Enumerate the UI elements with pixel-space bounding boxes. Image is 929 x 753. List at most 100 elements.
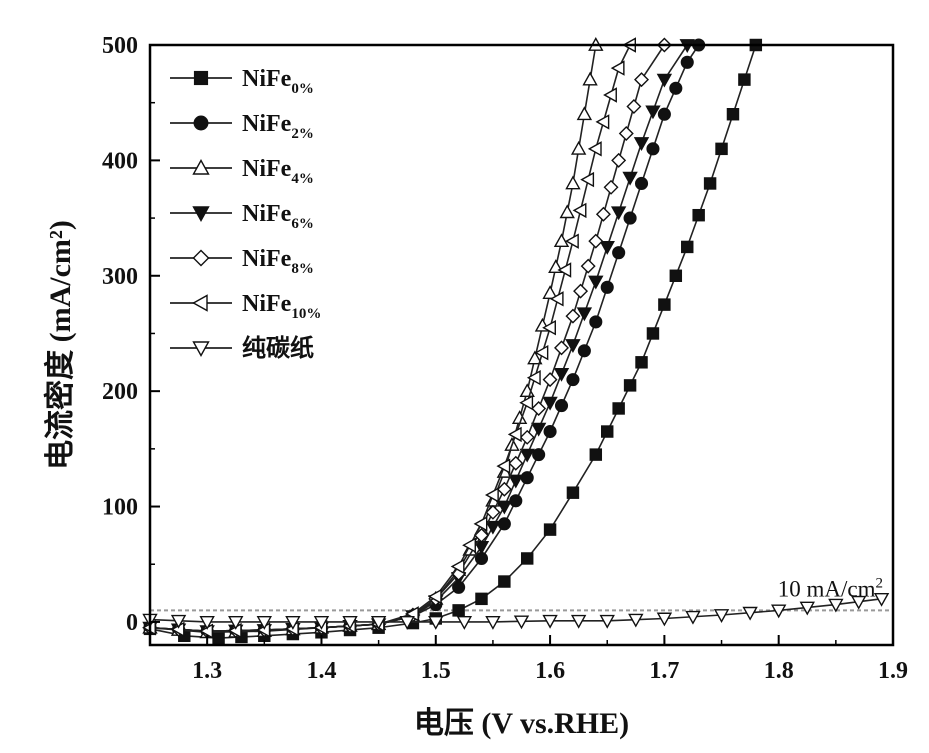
data-point [624, 212, 636, 224]
data-point [635, 138, 648, 150]
data-point [625, 380, 636, 391]
data-point [453, 605, 464, 616]
legend-label: 纯碳纸 [242, 334, 314, 362]
data-point [574, 285, 587, 298]
data-point [727, 109, 738, 120]
data-point [499, 576, 510, 587]
data-point [582, 260, 595, 273]
legend-label: NiFe10% [242, 291, 321, 322]
data-point [566, 310, 579, 323]
y-tick-label: 0 [126, 610, 138, 636]
data-point [682, 241, 693, 252]
data-point [533, 449, 545, 461]
data-point [532, 423, 545, 435]
data-point [612, 207, 625, 219]
series-2 [144, 39, 704, 637]
series-3 [144, 39, 603, 638]
legend-item: 纯碳纸 [170, 334, 314, 362]
legend-item: NiFe10% [170, 291, 321, 322]
data-point [545, 524, 556, 535]
series-line [150, 45, 596, 632]
data-point [556, 400, 568, 412]
data-point [605, 181, 618, 194]
data-point [572, 142, 585, 154]
x-tick-label: 1.8 [764, 658, 794, 684]
x-tick-label: 1.6 [535, 658, 565, 684]
data-point [716, 143, 727, 154]
data-point [509, 475, 522, 487]
y-axis-title: 电流密度 (mA/cm²) [43, 220, 77, 470]
data-point [544, 426, 556, 438]
data-point [620, 127, 633, 140]
legend-item: NiFe2% [170, 111, 314, 142]
data-point [602, 426, 613, 437]
data-point [647, 328, 658, 339]
series-line [150, 45, 630, 631]
x-tick-label: 1.7 [649, 658, 679, 684]
data-point [627, 100, 640, 113]
data-point [584, 73, 597, 85]
data-point [521, 449, 534, 461]
data-point [544, 397, 557, 409]
data-point [590, 449, 601, 460]
legend-marker [195, 72, 208, 85]
data-point [613, 247, 625, 259]
legend-label: NiFe4% [242, 156, 314, 187]
legend-label: NiFe2% [242, 111, 314, 142]
series-line [150, 45, 687, 631]
data-point [561, 206, 574, 218]
data-point [659, 299, 670, 310]
legend-item: NiFe6% [170, 201, 314, 232]
data-point [521, 472, 533, 484]
data-point [658, 74, 671, 86]
data-point [636, 357, 647, 368]
legend-item: NiFe8% [170, 246, 314, 277]
x-tick-label: 1.4 [306, 658, 336, 684]
data-point [578, 108, 591, 120]
y-tick-label: 300 [102, 264, 138, 290]
annotation-label: 10 mA/cm2 [778, 575, 883, 601]
data-point [636, 178, 648, 190]
data-point [498, 501, 511, 513]
data-point [597, 208, 610, 221]
data-point [521, 431, 534, 444]
legend-marker [194, 296, 208, 311]
data-point [509, 457, 522, 470]
series-4 [144, 40, 694, 638]
y-tick-label: 200 [102, 379, 138, 405]
data-point [670, 82, 682, 94]
legend-label: NiFe0% [242, 66, 314, 97]
data-point [601, 242, 614, 254]
x-tick-label: 1.3 [192, 658, 222, 684]
legend-label: NiFe6% [242, 201, 314, 232]
data-point [590, 316, 602, 328]
data-point [681, 56, 693, 68]
series-line [150, 45, 664, 631]
series-1 [144, 39, 761, 643]
y-tick-label: 500 [102, 33, 138, 59]
data-point [693, 210, 704, 221]
data-point [566, 340, 579, 352]
y-tick-label: 100 [102, 495, 138, 521]
data-point [647, 143, 659, 155]
data-point [544, 373, 557, 386]
data-point [499, 518, 511, 530]
data-point [670, 270, 681, 281]
x-tick-label: 1.9 [878, 658, 908, 684]
data-point [624, 172, 637, 184]
series-6 [144, 39, 636, 638]
data-point [613, 403, 624, 414]
data-point [555, 341, 568, 354]
x-tick-label: 1.5 [421, 658, 451, 684]
data-point [589, 276, 602, 288]
data-point [635, 73, 648, 86]
data-point [567, 487, 578, 498]
data-point [705, 178, 716, 189]
legend-item: NiFe4% [170, 156, 314, 187]
data-point [567, 374, 579, 386]
data-point [659, 108, 671, 120]
data-point [532, 402, 545, 415]
data-point [522, 553, 533, 564]
y-tick-label: 400 [102, 148, 138, 174]
